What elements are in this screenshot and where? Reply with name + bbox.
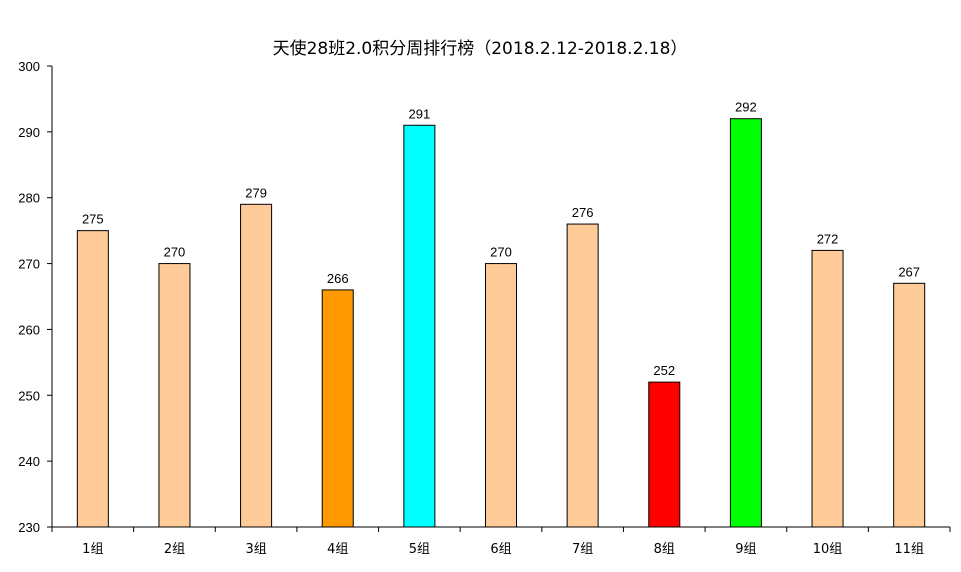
x-tick-label: 7组 bbox=[572, 542, 593, 557]
y-tick-label: 300 bbox=[18, 59, 40, 74]
y-tick-label: 230 bbox=[18, 520, 40, 535]
x-tick-label: 9组 bbox=[735, 542, 756, 557]
data-label: 270 bbox=[490, 245, 512, 260]
bar bbox=[403, 124, 436, 528]
bar bbox=[158, 263, 191, 528]
bar bbox=[484, 263, 518, 528]
bar bbox=[566, 223, 599, 528]
y-tick-label: 290 bbox=[18, 125, 40, 140]
data-label: 279 bbox=[245, 185, 267, 200]
y-tick-label: 260 bbox=[18, 322, 40, 337]
data-label: 276 bbox=[572, 205, 594, 220]
data-label: 266 bbox=[327, 271, 349, 286]
bar bbox=[729, 118, 762, 528]
bar bbox=[76, 230, 109, 528]
axes: 230 240 250 260 270 280 290 300 bbox=[18, 59, 951, 535]
chart-title: 天使28班2.0积分周排行榜（2018.2.12-2018.2.18） bbox=[273, 38, 688, 59]
x-tick-label: 3组 bbox=[245, 542, 266, 557]
data-labels: 275 1组 270 2组 279 3组 266 4组 291 5组 270 6组 276 7组 252 8组… bbox=[82, 100, 924, 557]
data-label: 267 bbox=[898, 264, 920, 279]
x-tick-label: 2组 bbox=[164, 542, 185, 557]
bar bbox=[648, 381, 681, 528]
x-tick-label: 6组 bbox=[490, 542, 511, 557]
y-tick-label: 270 bbox=[18, 257, 40, 272]
y-tick-label: 250 bbox=[18, 388, 40, 403]
bar bbox=[240, 203, 273, 528]
x-tick-label: 11组 bbox=[894, 542, 924, 557]
data-label: 252 bbox=[653, 363, 675, 378]
data-label: 292 bbox=[735, 100, 757, 115]
x-tick-label: 8组 bbox=[654, 542, 675, 557]
x-tick-label: 1组 bbox=[82, 542, 103, 557]
x-tick-label: 4组 bbox=[327, 542, 348, 557]
bar bbox=[811, 249, 844, 528]
x-tick-label: 5组 bbox=[409, 542, 430, 557]
x-tick-label: 10组 bbox=[813, 542, 843, 557]
data-label: 291 bbox=[409, 106, 431, 121]
bars bbox=[76, 118, 926, 528]
y-tick-label: 280 bbox=[18, 191, 40, 206]
data-label: 270 bbox=[164, 245, 186, 260]
bar bbox=[321, 289, 354, 528]
y-tick-label: 240 bbox=[18, 454, 40, 469]
bar bbox=[893, 282, 926, 528]
data-label: 275 bbox=[82, 212, 104, 227]
data-label: 272 bbox=[817, 231, 839, 246]
